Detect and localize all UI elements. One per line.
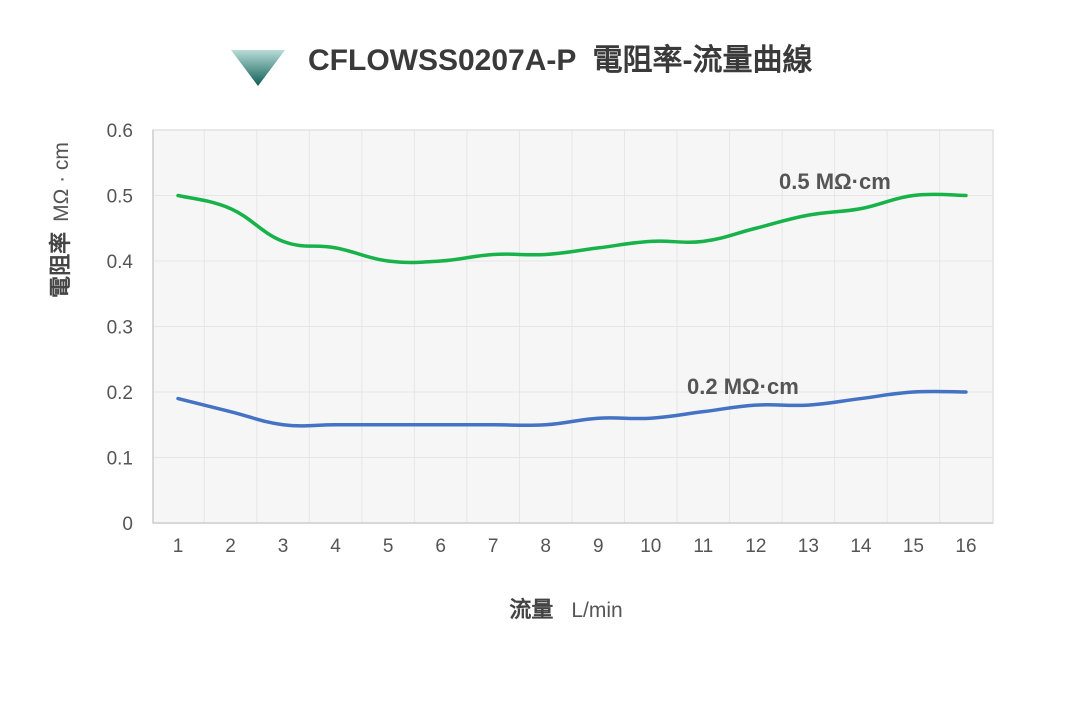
x-tick-label: 9 xyxy=(593,536,604,557)
y-axis-title-main: 電阻率 xyxy=(48,232,73,298)
x-tick-label: 2 xyxy=(225,536,236,557)
x-tick-labels: 1 2 3 4 5 6 7 8 9 10 11 12 13 14 15 16 xyxy=(173,536,977,557)
x-tick-label: 5 xyxy=(383,536,394,557)
x-tick-label: 12 xyxy=(745,536,766,557)
x-tick-label: 3 xyxy=(278,536,289,557)
series-line-1 xyxy=(176,389,968,428)
series-line-0 xyxy=(176,192,968,265)
x-tick-label: 7 xyxy=(488,536,499,557)
x-tick-label: 16 xyxy=(955,536,976,557)
svg-text:電阻率MΩ · cm: 電阻率 MΩ · cm xyxy=(48,142,73,298)
x-axis-title-main: 流量 xyxy=(509,597,553,622)
x-tick-label: 14 xyxy=(850,536,872,557)
y-tick-labels: 0 0.1 0.2 0.3 0.4 0.5 0.6 xyxy=(107,121,134,535)
x-tick-label: 13 xyxy=(798,536,819,557)
x-tick-label: 4 xyxy=(330,536,341,557)
y-tick-label: 0.4 xyxy=(107,252,134,273)
x-tick-label: 15 xyxy=(903,536,924,557)
y-tick-label: 0.1 xyxy=(107,449,133,470)
x-tick-label: 11 xyxy=(693,536,713,557)
x-tick-label: 10 xyxy=(640,536,661,557)
y-tick-label: 0.5 xyxy=(107,187,133,208)
x-tick-label: 6 xyxy=(435,536,446,557)
y-tick-label: 0 xyxy=(122,514,133,535)
y-axis-title-unit: MΩ · cm xyxy=(50,142,73,222)
y-tick-label: 0.6 xyxy=(107,121,133,142)
x-tick-label: 8 xyxy=(540,536,551,557)
title-marker-icon xyxy=(231,50,285,86)
x-axis-title: 流量 L/min xyxy=(509,597,622,622)
series-lines xyxy=(176,192,968,428)
y-tick-label: 0.3 xyxy=(107,318,133,339)
x-axis-title-unit: L/min xyxy=(571,599,622,622)
grid-lines xyxy=(153,129,993,523)
series-label-0-5: 0.5 MΩ·cm xyxy=(779,169,891,194)
chart-title: CFLOWSS0207A-P 電阻率-流量曲線 xyxy=(308,43,813,77)
series-label-0-2: 0.2 MΩ·cm xyxy=(687,374,799,399)
y-axis-title: 電阻率 MΩ · cm xyxy=(48,142,73,298)
x-tick-label: 1 xyxy=(173,536,184,557)
y-tick-label: 0.2 xyxy=(107,383,133,404)
